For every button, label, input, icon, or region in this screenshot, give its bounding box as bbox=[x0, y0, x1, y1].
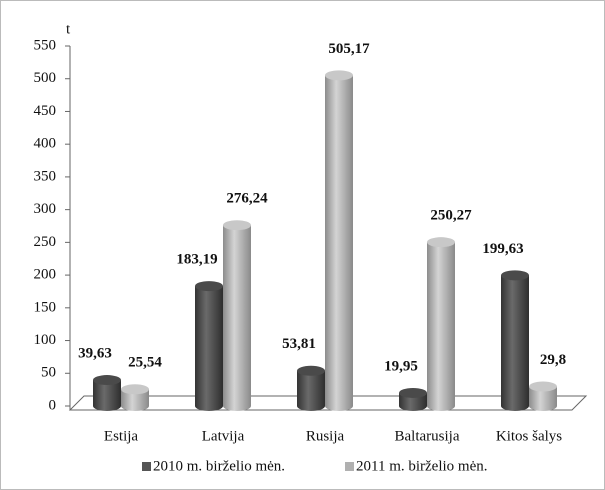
legend-label: 2010 m. birželio mėn. bbox=[153, 458, 285, 474]
y-tick-label: 500 bbox=[34, 70, 57, 86]
y-tick-label: 250 bbox=[34, 234, 57, 250]
value-label: 39,63 bbox=[78, 345, 112, 361]
x-tick-label: Baltarusija bbox=[395, 428, 460, 444]
bar-top bbox=[93, 375, 121, 386]
y-tick-label: 400 bbox=[34, 136, 57, 152]
value-label: 199,63 bbox=[482, 241, 523, 257]
bar-top bbox=[195, 281, 223, 292]
x-tick-label: Rusija bbox=[306, 428, 345, 444]
y-tick-label: 100 bbox=[34, 332, 57, 348]
y-tick-label: 0 bbox=[49, 397, 57, 413]
bar bbox=[529, 386, 557, 411]
y-tick-label: 200 bbox=[34, 267, 57, 283]
value-label: 250,27 bbox=[430, 208, 472, 224]
bar bbox=[427, 242, 455, 411]
bar bbox=[195, 286, 223, 411]
bar bbox=[501, 275, 529, 411]
bar-top bbox=[297, 365, 325, 376]
y-tick-label: 450 bbox=[34, 103, 57, 119]
bar-top bbox=[325, 70, 353, 81]
x-tick-label: Latvija bbox=[202, 428, 245, 444]
legend-label: 2011 m. birželio mėn. bbox=[356, 458, 488, 474]
y-tick-label: 550 bbox=[34, 37, 57, 53]
value-label: 19,95 bbox=[384, 358, 418, 374]
value-label: 276,24 bbox=[226, 191, 268, 207]
value-label: 505,17 bbox=[328, 41, 370, 57]
x-tick-label: Estija bbox=[104, 428, 139, 444]
bar bbox=[223, 225, 251, 411]
legend-swatch bbox=[142, 462, 151, 471]
y-tick-label: 150 bbox=[34, 299, 57, 315]
bar bbox=[399, 392, 427, 411]
y-unit: t bbox=[66, 21, 71, 37]
value-label: 183,19 bbox=[176, 252, 217, 268]
legend-swatch bbox=[345, 462, 354, 471]
bar bbox=[121, 389, 149, 411]
bar-top bbox=[399, 387, 427, 398]
y-tick-label: 300 bbox=[34, 201, 57, 217]
bar bbox=[93, 380, 121, 411]
value-label: 29,8 bbox=[540, 352, 566, 368]
y-tick-label: 50 bbox=[41, 365, 56, 381]
bar-top bbox=[529, 381, 557, 392]
bar-top bbox=[121, 384, 149, 395]
x-tick-label: Kitos šalys bbox=[496, 428, 562, 444]
bar bbox=[325, 75, 353, 412]
y-tick-label: 350 bbox=[34, 168, 57, 184]
bar-top bbox=[223, 220, 251, 231]
value-label: 25,54 bbox=[128, 355, 162, 371]
bar-top bbox=[427, 237, 455, 248]
bar bbox=[297, 370, 325, 411]
value-label: 53,81 bbox=[282, 336, 316, 352]
bar-top bbox=[501, 270, 529, 281]
